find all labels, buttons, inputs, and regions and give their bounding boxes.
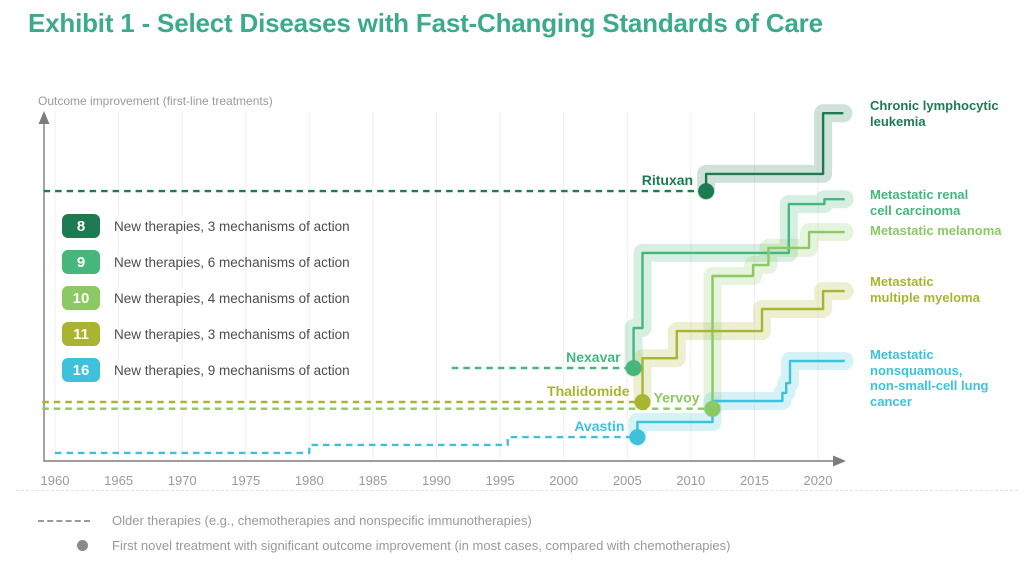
- drug-label-cll: Rituxan: [642, 172, 693, 188]
- series-solid-line-lung: [636, 359, 845, 438]
- legend-row: 9 New therapies, 6 mechanisms of action: [62, 250, 350, 274]
- series-dot-renal: [625, 360, 642, 376]
- x-tick-label: 1960: [41, 473, 70, 488]
- page-title: Exhibit 1 - Select Diseases with Fast-Ch…: [28, 8, 823, 38]
- x-axis-arrow-icon: [833, 455, 846, 467]
- x-tick-label: 1995: [486, 473, 515, 488]
- series-solid-line-myeloma: [641, 289, 845, 402]
- y-axis-arrow-icon: [38, 111, 50, 124]
- series-solid-line-renal: [632, 197, 845, 368]
- legend-row: 16 New therapies, 9 mechanisms of action: [62, 358, 350, 382]
- drug-label-renal: Nexavar: [566, 349, 621, 365]
- x-tick-label: 2020: [804, 473, 833, 488]
- x-tick-label: 1975: [231, 473, 260, 488]
- drug-label-myeloma: Thalidomide: [547, 383, 630, 399]
- y-axis-label: Outcome improvement (first-line treatmen…: [38, 94, 273, 108]
- therapy-count-legend: 8 New therapies, 3 mechanisms of action 9 N…: [62, 214, 350, 394]
- legend-count-badge: 8: [62, 214, 100, 238]
- series-dot-myeloma: [634, 394, 651, 410]
- legend-label: New therapies, 3 mechanisms of action: [114, 218, 350, 234]
- footnote-text: First novel treatment with significant o…: [112, 538, 731, 553]
- series-dot-lung: [629, 429, 646, 446]
- legend-label: New therapies, 4 mechanisms of action: [114, 290, 350, 306]
- legend-row: 10 New therapies, 4 mechanisms of action: [62, 286, 350, 310]
- x-tick-label: 1990: [422, 473, 451, 488]
- x-tick-label: 1980: [295, 473, 324, 488]
- legend-count-badge: 16: [62, 358, 100, 382]
- footnote-row: Older therapies (e.g., chemotherapies an…: [38, 513, 532, 528]
- footnote-text: Older therapies (e.g., chemotherapies an…: [112, 513, 532, 528]
- x-tick-label: 2010: [676, 473, 705, 488]
- legend-label: New therapies, 9 mechanisms of action: [114, 362, 350, 378]
- series-dot-cll: [698, 183, 715, 200]
- dot-icon: [77, 540, 88, 551]
- disease-label-lung: Metastatic nonsquamous, non-small-cell lun…: [870, 347, 989, 409]
- legend-label: New therapies, 6 mechanisms of action: [114, 254, 350, 270]
- series-dashed-line-lung: [55, 435, 638, 455]
- x-tick-label: 1970: [168, 473, 197, 488]
- series-solid-line-melanoma: [711, 230, 845, 409]
- dashed-line-icon: [38, 519, 90, 522]
- disease-label-melanoma: Metastatic melanoma: [870, 223, 1002, 238]
- series-dot-melanoma: [704, 400, 721, 417]
- footnote-icon-wrap: [38, 519, 100, 522]
- drug-label-melanoma: Yervoy: [654, 390, 700, 406]
- disease-label-renal: Metastatic renal cell carcinoma: [870, 187, 969, 218]
- x-tick-label: 1965: [104, 473, 133, 488]
- disease-label-cll: Chronic lymphocytic leukemia: [870, 98, 999, 129]
- footnote-row: First novel treatment with significant o…: [38, 538, 730, 553]
- legend-count-badge: 11: [62, 322, 100, 346]
- legend-label: New therapies, 3 mechanisms of action: [114, 326, 350, 342]
- x-tick-label: 2000: [549, 473, 578, 488]
- series-solid-line-cll: [704, 111, 844, 192]
- drug-label-lung: Avastin: [574, 418, 624, 434]
- legend-row: 8 New therapies, 3 mechanisms of action: [62, 214, 350, 238]
- disease-label-myeloma: Metastatic multiple myeloma: [870, 274, 980, 305]
- legend-row: 11 New therapies, 3 mechanisms of action: [62, 322, 350, 346]
- legend-count-badge: 10: [62, 286, 100, 310]
- x-tick-label: 2015: [740, 473, 769, 488]
- series-band-myeloma: [633, 282, 854, 411]
- footnote-icon-wrap: [38, 540, 100, 551]
- legend-count-badge: 9: [62, 250, 100, 274]
- x-tick-label: 1985: [358, 473, 387, 488]
- dotted-divider: [16, 490, 1018, 491]
- x-tick-label: 2005: [613, 473, 642, 488]
